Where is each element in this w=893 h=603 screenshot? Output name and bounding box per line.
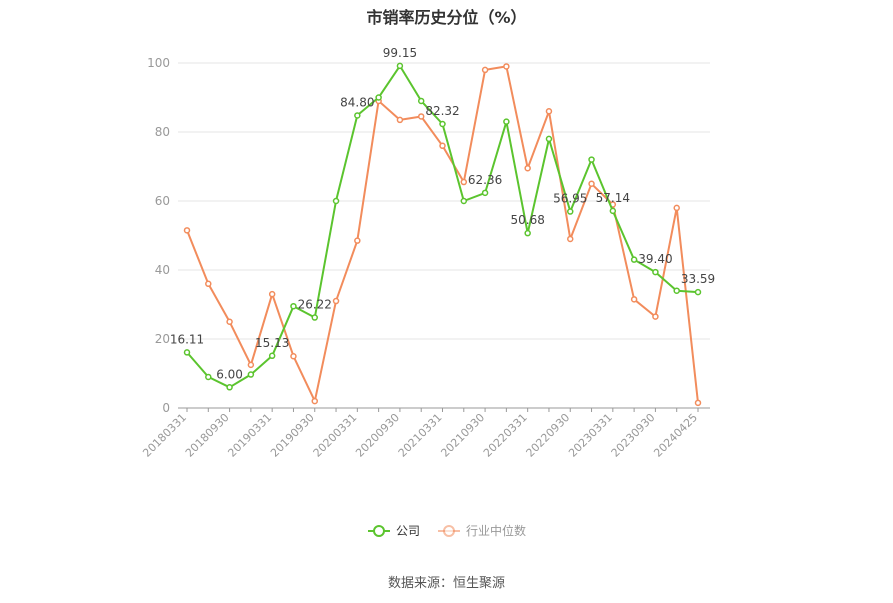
data-point[interactable]	[503, 63, 510, 70]
legend[interactable]: 公司 行业中位数	[368, 523, 526, 538]
data-label: 6.00	[216, 367, 243, 381]
x-tick-label: 20210930	[438, 411, 487, 460]
data-point[interactable]	[503, 118, 510, 125]
data-point[interactable]	[567, 208, 574, 215]
data-point[interactable]	[396, 62, 404, 70]
data-point[interactable]	[567, 235, 574, 243]
data-point[interactable]	[481, 189, 489, 197]
data-point[interactable]	[247, 361, 255, 369]
x-tick-label: 20240425	[651, 411, 700, 460]
data-point[interactable]	[481, 66, 489, 74]
y-tick-label: 60	[155, 194, 170, 208]
data-point[interactable]	[205, 280, 212, 288]
x-tick-label: 20220930	[524, 411, 573, 460]
y-tick-label: 80	[155, 125, 170, 139]
data-point[interactable]	[588, 180, 595, 187]
data-point[interactable]	[417, 113, 425, 120]
data-label: 39.40	[638, 252, 672, 266]
data-point[interactable]	[375, 94, 382, 101]
data-label: 26.22	[298, 298, 332, 312]
y-tick-label: 100	[147, 56, 170, 70]
data-label: 62.36	[468, 173, 502, 187]
data-label: 15.13	[255, 336, 289, 350]
data-point[interactable]	[311, 397, 318, 405]
x-tick-label: 20200331	[311, 411, 360, 460]
legend-item-0[interactable]: 公司	[368, 524, 420, 538]
data-point[interactable]	[290, 353, 297, 360]
data-point[interactable]	[460, 178, 468, 186]
data-label: 33.59	[681, 272, 715, 286]
legend-label: 行业中位数	[466, 523, 526, 538]
data-label: 57.14	[596, 191, 630, 205]
data-point[interactable]	[183, 227, 191, 234]
y-tick-label: 0	[162, 401, 170, 415]
data-point[interactable]	[396, 116, 404, 124]
data-label: 82.32	[425, 104, 459, 118]
data-point[interactable]	[183, 349, 191, 356]
data-point[interactable]	[332, 197, 340, 205]
x-tick-label: 20180331	[140, 411, 189, 460]
x-tick-label: 20190331	[225, 411, 274, 460]
legend-item-1[interactable]: 行业中位数	[438, 523, 526, 538]
x-tick-label: 20210331	[396, 411, 445, 460]
legend-marker	[373, 525, 385, 537]
data-point[interactable]	[630, 256, 638, 263]
legend-marker	[443, 525, 455, 537]
data-point[interactable]	[545, 108, 553, 115]
data-point[interactable]	[354, 112, 361, 119]
data-point[interactable]	[524, 229, 531, 237]
data-label: 99.15	[383, 46, 417, 60]
x-tick-label: 20230331	[566, 411, 615, 460]
data-point[interactable]	[652, 268, 659, 276]
x-tick-label: 20190930	[268, 411, 317, 460]
data-label: 84.80	[340, 95, 374, 109]
y-tick-label: 20	[155, 332, 170, 346]
data-label: 50.68	[510, 213, 544, 227]
data-point[interactable]	[354, 237, 361, 244]
label-layer: 16.11 6.00 15.13 26.22 84.80 99.15 82.32 62.36 5…	[170, 46, 715, 381]
x-tick-label: 20180930	[183, 411, 232, 460]
data-point[interactable]	[694, 399, 702, 407]
x-tick-label: 20230930	[609, 411, 658, 460]
data-point[interactable]	[673, 204, 680, 212]
data-point[interactable]	[588, 156, 595, 163]
y-tick-label: 40	[155, 263, 170, 277]
data-point[interactable]	[673, 287, 680, 294]
x-tick-label: 20200930	[353, 411, 402, 460]
data-point[interactable]	[268, 290, 276, 298]
data-label: 16.11	[170, 332, 204, 346]
data-point[interactable]	[226, 384, 233, 391]
data-source: 数据来源：恒生聚源	[387, 576, 505, 591]
data-point[interactable]	[609, 207, 617, 215]
data-point[interactable]	[545, 135, 553, 143]
data-point[interactable]	[268, 352, 276, 360]
series-layer	[183, 62, 702, 407]
data-point[interactable]	[332, 297, 340, 305]
data-point[interactable]	[652, 313, 659, 320]
data-label: 56.95	[553, 192, 587, 206]
data-point[interactable]	[290, 302, 297, 310]
data-point[interactable]	[630, 296, 638, 303]
data-point[interactable]	[694, 288, 702, 296]
data-point[interactable]	[460, 197, 468, 205]
data-point[interactable]	[439, 142, 446, 150]
data-point[interactable]	[205, 373, 212, 381]
legend-label: 公司	[396, 524, 420, 538]
data-point[interactable]	[417, 97, 425, 105]
data-point[interactable]	[311, 314, 318, 321]
data-point[interactable]	[439, 120, 446, 128]
data-point[interactable]	[247, 371, 255, 378]
data-point[interactable]	[226, 318, 233, 325]
chart-title: 市销率历史分位（%）	[366, 8, 527, 27]
data-point[interactable]	[524, 164, 531, 172]
x-tick-label: 20220331	[481, 411, 530, 460]
